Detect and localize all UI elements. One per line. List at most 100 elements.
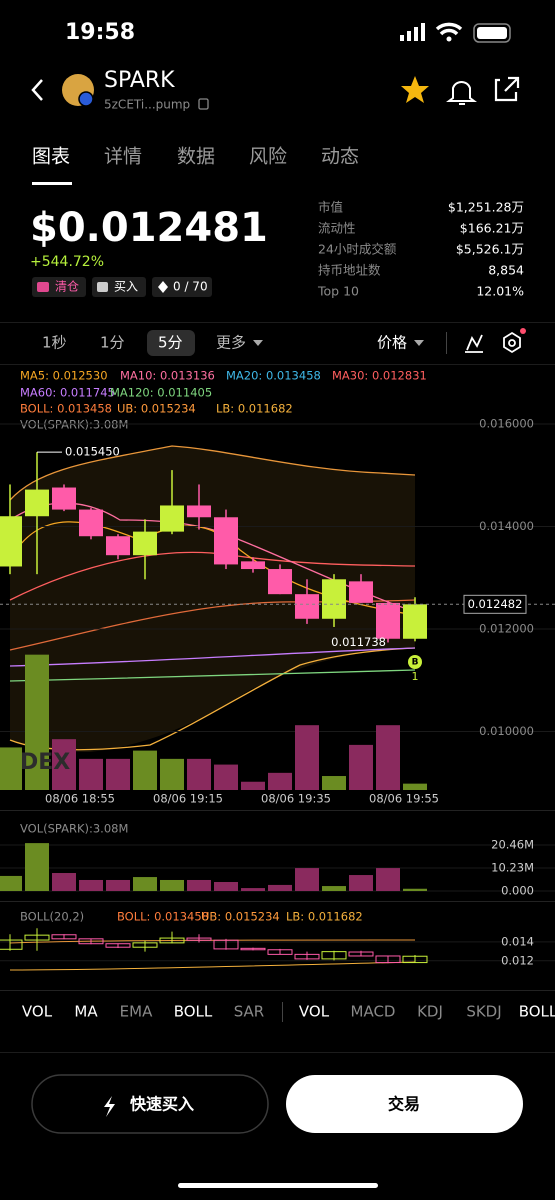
candle-body	[133, 531, 157, 556]
candle-body	[267, 949, 293, 955]
stat-label: 流动性	[318, 221, 356, 236]
ma-line	[9, 647, 416, 667]
notify-dot	[520, 328, 526, 334]
volume-bar	[0, 747, 22, 790]
tab[interactable]: 数据	[177, 146, 215, 168]
badge-icon	[37, 282, 49, 292]
candle-body	[213, 939, 239, 950]
y-tick-label: 0.000	[501, 884, 534, 898]
stat-label: 市值	[318, 200, 343, 215]
indicator-tab[interactable]: SAR	[234, 1003, 264, 1021]
badge-bg	[152, 277, 212, 297]
tab[interactable]: 详情	[104, 146, 142, 168]
chain-badge	[78, 91, 94, 107]
candle-body	[25, 489, 49, 517]
low-label: 0.011738	[331, 635, 386, 649]
candle-body	[52, 487, 76, 510]
badge-icon	[158, 281, 168, 293]
signal-icon	[400, 23, 425, 41]
badge-holders: 0 / 70	[173, 280, 208, 294]
volume-bar	[241, 781, 265, 790]
price-mode[interactable]: 价格	[377, 334, 407, 352]
dropdown-arrow	[414, 340, 424, 346]
settings-button[interactable]	[503, 331, 521, 354]
indicator-tab[interactable]: EMA	[120, 1003, 153, 1021]
indicator-tab[interactable]: VOL	[299, 1003, 330, 1021]
volume-bar	[403, 888, 427, 891]
interval[interactable]: 5分	[158, 334, 183, 352]
volume-bar	[0, 875, 22, 891]
price-tag: 0.012482	[468, 597, 523, 611]
indicator-tab[interactable]: BOLL	[174, 1003, 213, 1021]
indicator-tab[interactable]: MACD	[351, 1003, 396, 1021]
volume-bar	[295, 725, 319, 790]
divider	[0, 322, 555, 323]
candle-body	[349, 581, 373, 603]
volume-legend: VOL(SPARK):3.08M	[20, 418, 128, 432]
candle-body	[51, 934, 77, 940]
indicator-tab[interactable]: MA	[74, 1003, 98, 1021]
volume-bar	[79, 758, 103, 790]
price-change: +544.72%	[30, 254, 104, 270]
stat-value: 8,854	[488, 263, 524, 278]
indicator-tab[interactable]: VOL	[22, 1003, 53, 1021]
candle-body	[268, 569, 292, 595]
interval[interactable]: 1分	[100, 334, 125, 352]
tab[interactable]: 风险	[249, 146, 287, 168]
candle-body	[79, 509, 103, 537]
tab[interactable]: 动态	[321, 146, 359, 168]
tab[interactable]: 图表	[32, 146, 70, 168]
copy-button[interactable]	[198, 98, 209, 110]
favorite-star[interactable]	[401, 76, 429, 103]
y-tick-label: 0.012	[501, 953, 534, 967]
settings-center	[508, 339, 516, 347]
indicator-value: BOLL: 0.013458	[20, 402, 112, 416]
status-time: 19:58	[65, 20, 135, 45]
candle-body	[294, 953, 320, 960]
candle-body	[241, 561, 265, 570]
indicator-legend: MA5: 0.012530 MA10: 0.013136 MA20: 0.01345…	[20, 369, 427, 416]
divider	[0, 1052, 555, 1053]
y-tick-label: 10.23M	[491, 861, 534, 875]
battery-icon	[473, 23, 511, 43]
home-indicator	[178, 1183, 378, 1188]
share-button[interactable]	[494, 76, 520, 102]
boll-band	[10, 446, 415, 752]
alert-button[interactable]	[446, 81, 477, 105]
boll-lower	[9, 961, 416, 971]
volume-bar	[52, 873, 76, 891]
quick-buy-button[interactable]	[31, 1074, 269, 1134]
interval[interactable]: 更多	[216, 334, 246, 352]
candle-body	[375, 955, 401, 964]
trade-button[interactable]	[286, 1075, 523, 1133]
indicator-value: MA30: 0.012831	[332, 369, 427, 383]
divider	[0, 810, 555, 811]
volume-bar	[268, 772, 292, 790]
candle-body	[78, 938, 104, 945]
indicator-tab[interactable]: BOLL	[519, 1003, 555, 1021]
candle-body	[0, 939, 23, 950]
candle-body	[402, 955, 428, 964]
x-tick-label: 08/06 19:35	[261, 792, 331, 806]
wifi-icon	[435, 22, 463, 36]
token-address: 5zCETi...pump	[104, 98, 190, 112]
indicator-tabs: VOL MA EMA BOLL SAR VOL MACD KDJ SKDJ BOLL	[22, 1003, 555, 1021]
x-tick-label: 08/06 18:55	[45, 792, 115, 806]
ma-line	[9, 669, 416, 682]
main-chart: 0.016000 0.014000 0.012000 0.010000 0.015450…	[0, 416, 555, 806]
back-button[interactable]	[31, 79, 43, 101]
candle-body	[187, 505, 211, 518]
tab-underline	[32, 182, 72, 185]
token-name: SPARK	[104, 68, 175, 93]
divider	[0, 990, 555, 991]
volume-bar	[214, 764, 238, 790]
interval[interactable]: 1秒	[42, 334, 67, 352]
volume-bar	[376, 868, 400, 891]
indicator-button[interactable]	[465, 334, 483, 353]
indicator-tab[interactable]: SKDJ	[466, 1003, 501, 1021]
watermark: DEX	[20, 750, 70, 775]
candle-body	[322, 579, 346, 619]
indicator-tab[interactable]: KDJ	[417, 1003, 443, 1021]
